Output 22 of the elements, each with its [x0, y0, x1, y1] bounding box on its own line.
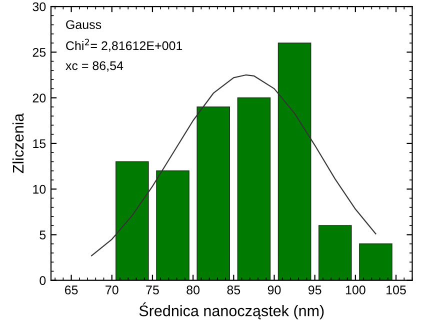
y-tick-label: 15 [33, 139, 46, 148]
y-tick-label: 20 [32, 94, 46, 102]
annotation: Chi$^{2}$= 2,81612E+001 [66, 38, 182, 52]
annotation: Gauss [66, 20, 102, 30]
x-tick-label: 95 [308, 286, 322, 294]
y-tick-label: 10 [33, 184, 46, 194]
x-axis-title: Średnica nanocząstek (nm) [139, 302, 324, 320]
x-tick-label: 105 [386, 286, 406, 294]
x-tick-label: 65 [64, 286, 78, 294]
x-tick-label: 75 [146, 286, 159, 294]
x-tick-label: 100 [346, 286, 366, 294]
x-tick-label: 70 [106, 286, 118, 294]
annotation: xc = 86,54 [66, 61, 124, 72]
y-tick-label: 25 [32, 48, 46, 57]
y-tick-label: 30 [32, 2, 46, 12]
y-tick-label: 5 [40, 230, 46, 240]
x-tick-label: 90 [268, 286, 281, 294]
x-tick-label: 80 [186, 286, 200, 294]
line-series [91, 74, 376, 256]
x-tick-label: 85 [227, 286, 240, 294]
y-axis-title: Zliczenia [12, 113, 24, 174]
y-tick-label: 0 [40, 276, 46, 286]
